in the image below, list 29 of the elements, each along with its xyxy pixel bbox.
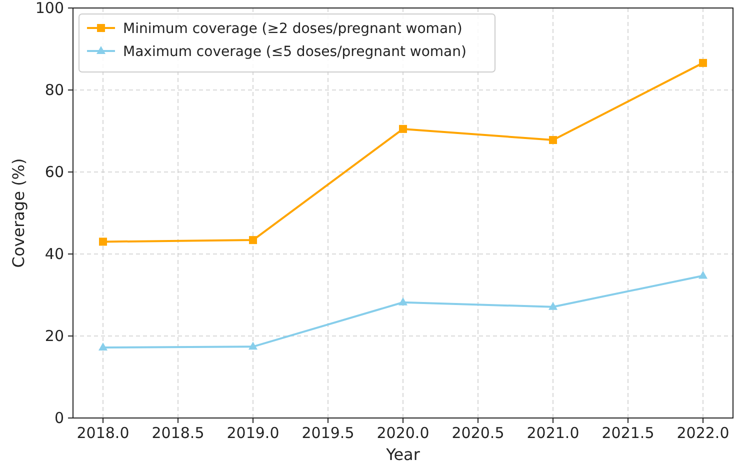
point <box>548 302 558 310</box>
x-tick-label: 2021.0 <box>526 424 580 442</box>
point <box>549 136 557 144</box>
y-tick-label: 60 <box>44 163 64 181</box>
y-axis-title: Coverage (%) <box>9 158 28 268</box>
point <box>248 342 258 350</box>
x-axis-title: Year <box>385 445 420 464</box>
point <box>699 58 707 67</box>
y-tick-label: 20 <box>44 327 64 345</box>
legend-label: Maximum coverage (≤5 doses/pregnant woman) <box>123 44 466 60</box>
y-tick-label: 100 <box>35 0 64 17</box>
y-tick-label: 0 <box>54 409 64 427</box>
x-tick-label: 2019.5 <box>302 424 354 442</box>
x-tick-label: 2019.0 <box>226 424 280 442</box>
point <box>698 270 708 279</box>
y-tick-label: 40 <box>44 245 64 263</box>
y-tick-label: 80 <box>44 81 64 99</box>
point <box>98 342 108 350</box>
x-tick-label: 2020.5 <box>452 424 504 442</box>
point <box>399 124 407 133</box>
x-tick-label: 2020.0 <box>376 424 430 442</box>
legend-label: Minimum coverage (≥2 doses/pregnant woman) <box>123 21 462 37</box>
x-tick-label: 2022.0 <box>676 424 730 442</box>
point <box>398 297 408 306</box>
point <box>99 238 107 246</box>
x-tick-label: 2021.5 <box>602 424 654 442</box>
point <box>249 236 257 244</box>
x-tick-label: 2018.5 <box>152 424 204 442</box>
x-tick-label: 2018.0 <box>76 424 130 442</box>
